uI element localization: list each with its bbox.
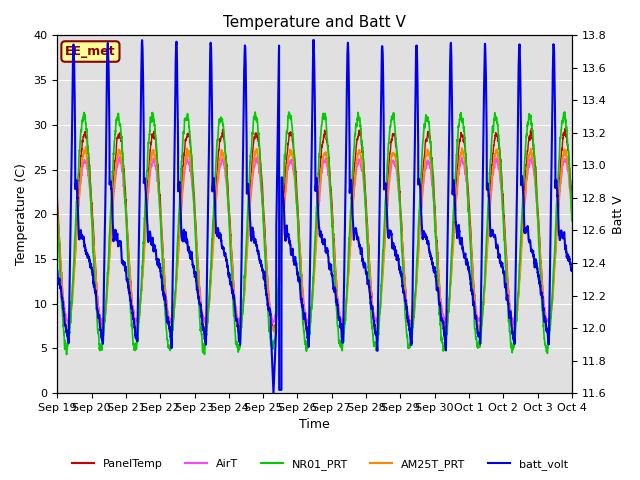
- X-axis label: Time: Time: [300, 419, 330, 432]
- Legend: PanelTemp, AirT, NR01_PRT, AM25T_PRT, batt_volt: PanelTemp, AirT, NR01_PRT, AM25T_PRT, ba…: [68, 455, 572, 474]
- Title: Temperature and Batt V: Temperature and Batt V: [223, 15, 406, 30]
- Y-axis label: Batt V: Batt V: [612, 195, 625, 234]
- Text: EE_met: EE_met: [65, 45, 116, 58]
- Y-axis label: Temperature (C): Temperature (C): [15, 163, 28, 265]
